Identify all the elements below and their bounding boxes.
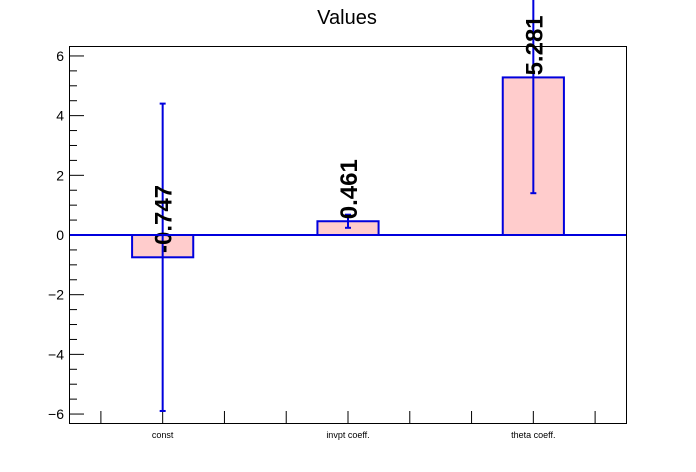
plot-area: −6 −4 −2 0 2 4 6 const -0.747 invpt coeff. 0.461 th… [48,0,626,440]
bar-value-label: 0.461 [336,159,363,219]
bar-value-label: -0.747 [151,185,178,253]
bar-value-label: 5.281 [521,15,548,75]
chart-title: Values [317,7,377,29]
y-tick-label: −2 [48,287,64,303]
x-category-label: const [152,430,174,440]
x-category-label: invpt coeff. [326,430,369,440]
y-tick-label: 0 [56,227,64,243]
plot-frame [69,46,627,424]
y-tick-label: −6 [48,406,64,422]
y-tick-label: −4 [48,346,64,362]
y-tick-label: 6 [56,48,64,64]
y-tick-label: 2 [56,167,64,183]
x-category-label: theta coeff. [511,430,555,440]
y-tick-label: 4 [56,108,64,124]
